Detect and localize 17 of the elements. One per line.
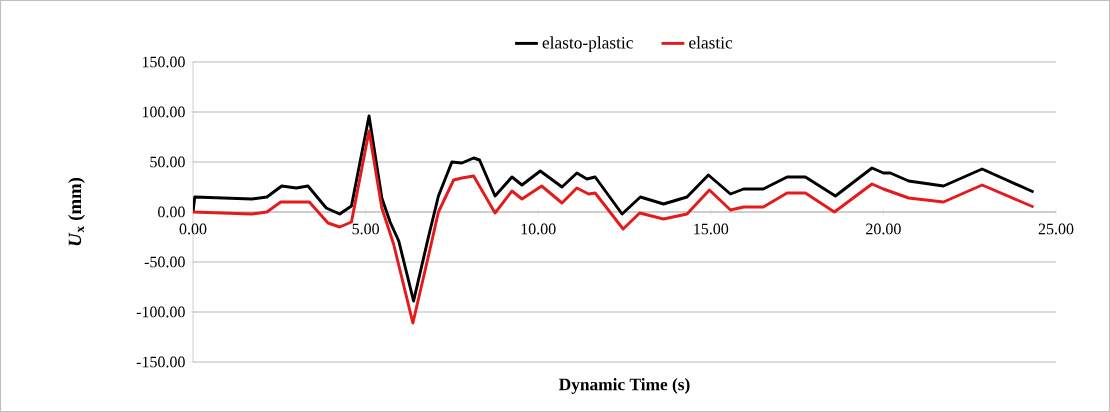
y-axis-title: U$_{x}$ (mm) bbox=[68, 177, 85, 246]
x-tick-label: 10.00 bbox=[521, 223, 556, 235]
x-tick-label: 25.00 bbox=[1038, 223, 1074, 235]
x-tick-label: 5.00 bbox=[352, 223, 379, 235]
x-tick-label: 20.00 bbox=[866, 223, 901, 235]
x-tick-label: 0.00 bbox=[179, 223, 207, 235]
y-tick-label: 0.00 bbox=[158, 206, 185, 218]
y-tick-label: -100.00 bbox=[136, 306, 185, 318]
y-tick-label: 150.00 bbox=[142, 56, 185, 68]
x-axis-title: Dynamic Time (s) bbox=[559, 378, 690, 394]
x-tick-label: 15.00 bbox=[694, 223, 729, 235]
legend-label: elastic bbox=[689, 36, 733, 49]
y-tick-label: 100.00 bbox=[142, 106, 185, 118]
y-tick-label: 50.00 bbox=[150, 156, 185, 168]
y-tick-label: -50.00 bbox=[144, 256, 185, 268]
legend-label: elasto-plastic bbox=[542, 36, 633, 53]
y-tick-label: -150.00 bbox=[136, 356, 185, 368]
